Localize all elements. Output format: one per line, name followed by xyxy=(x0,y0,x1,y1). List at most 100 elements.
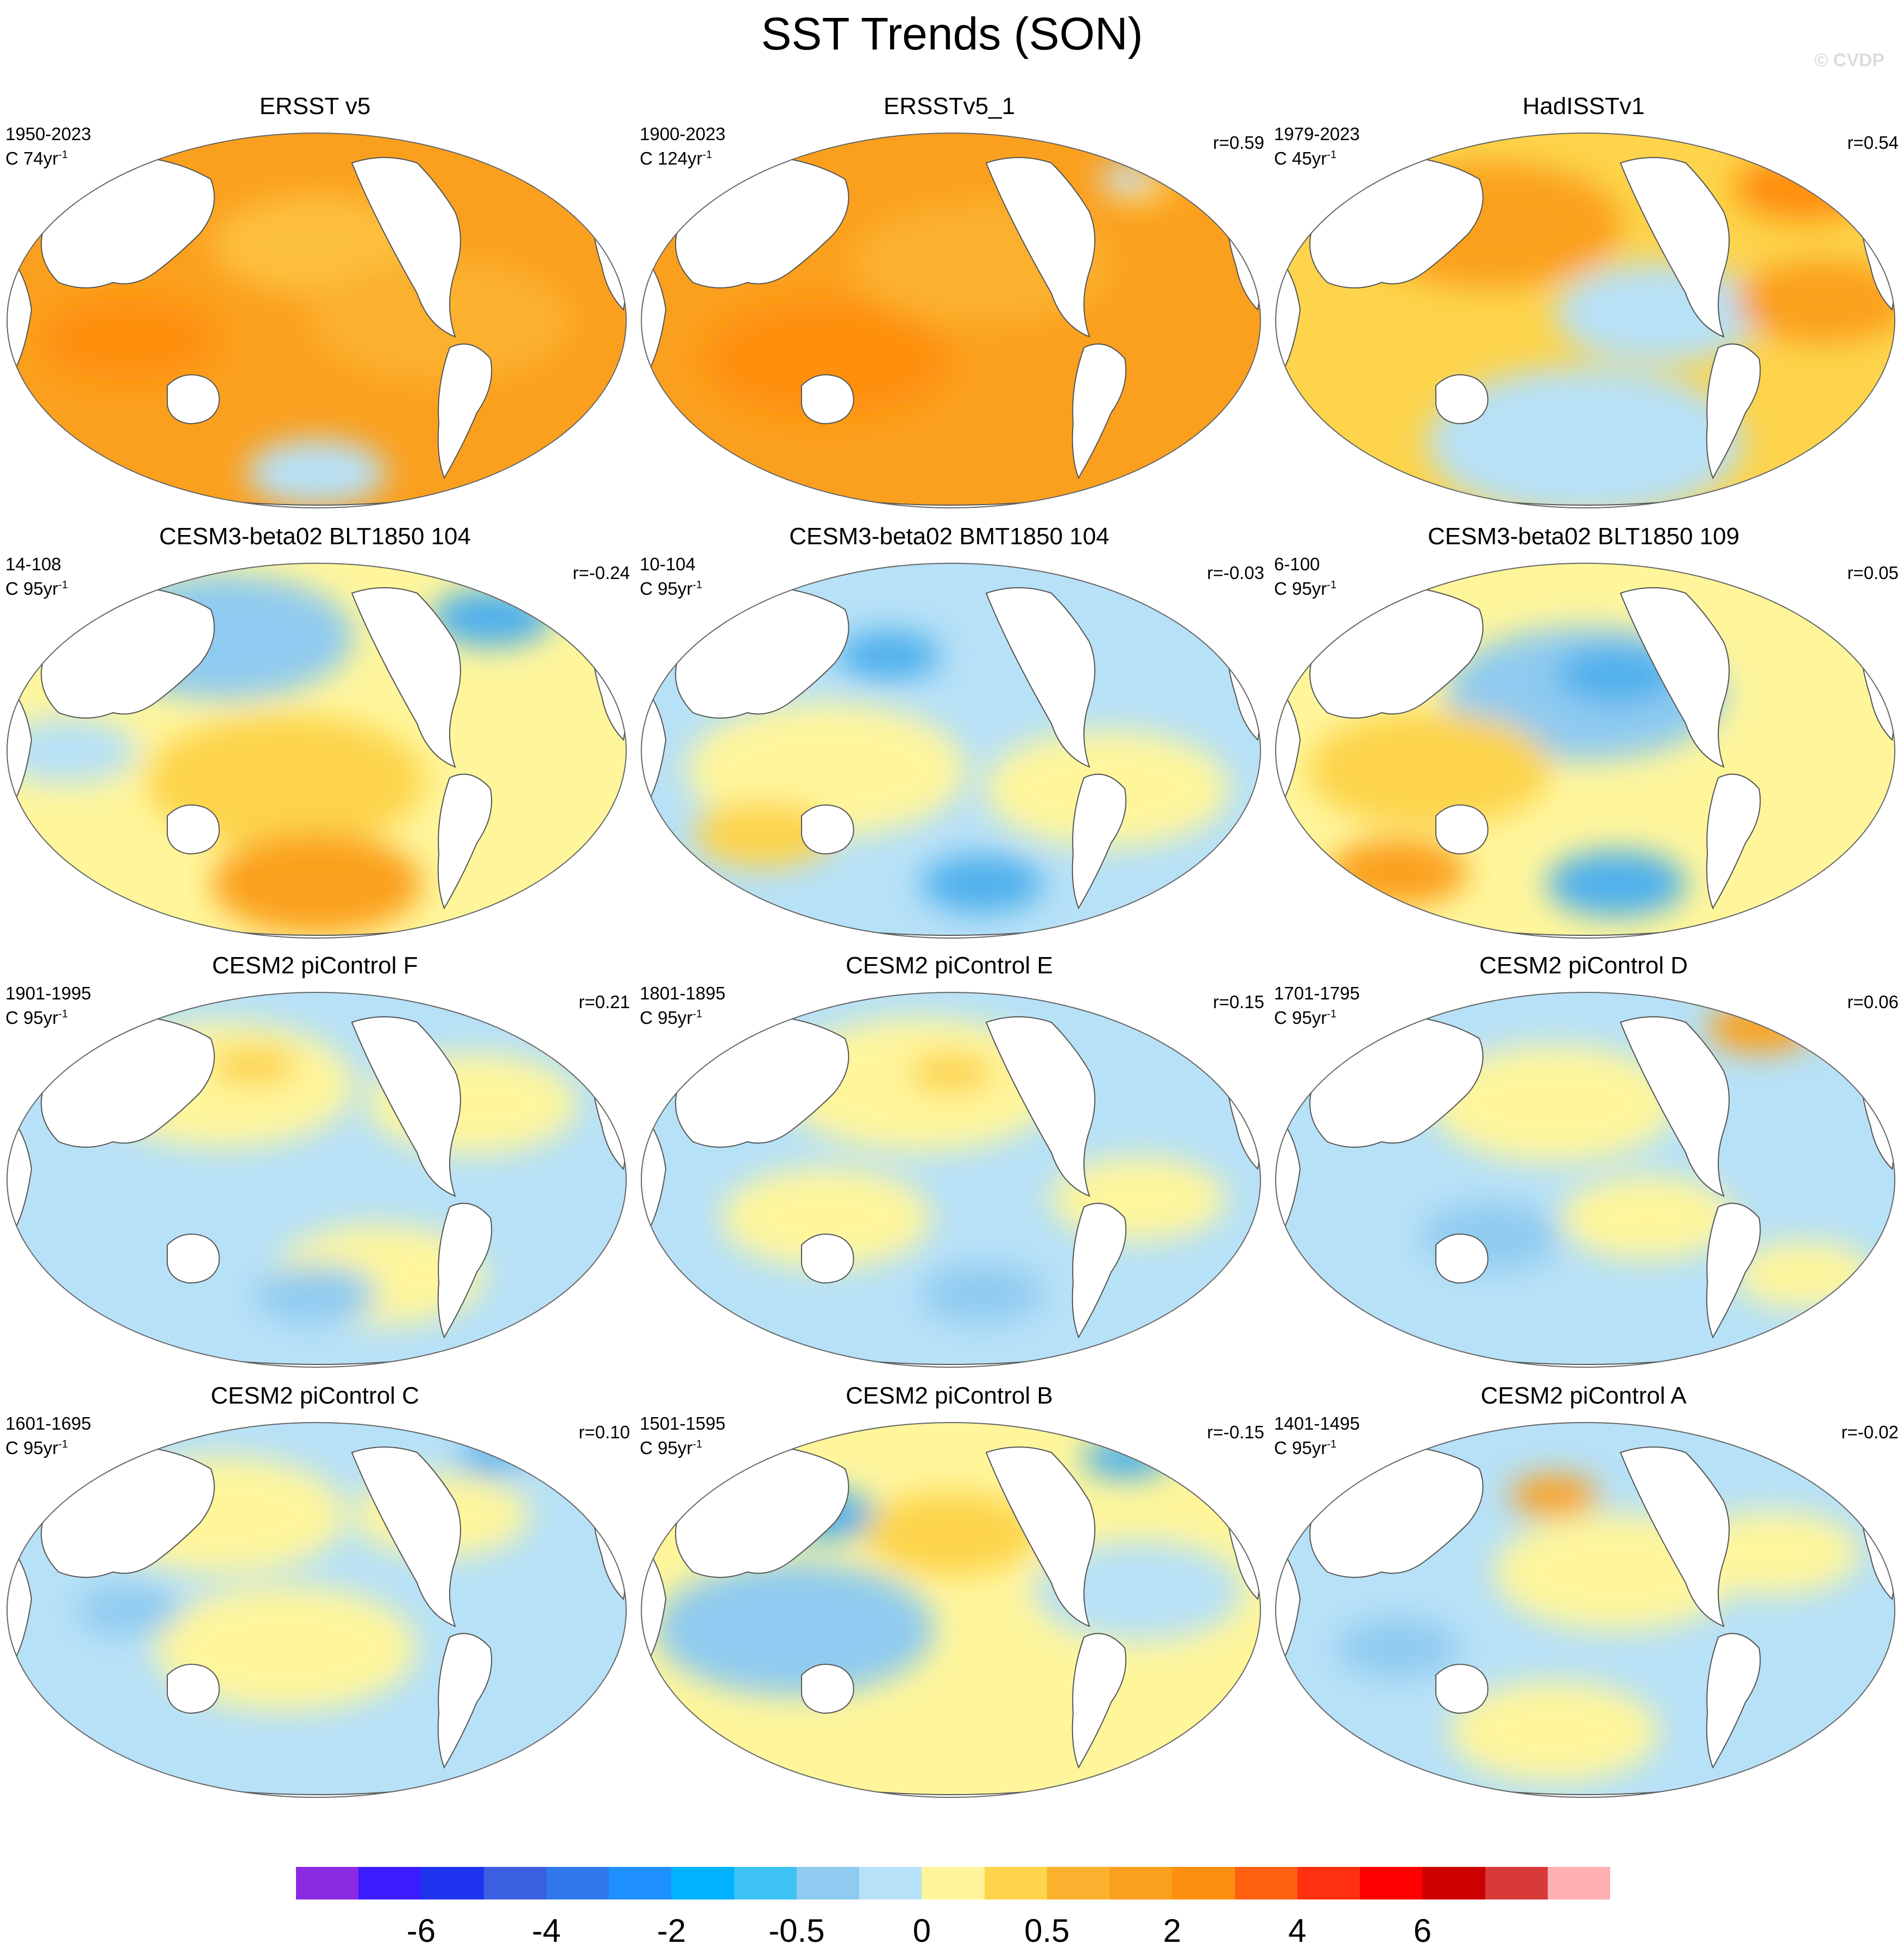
land-north-america xyxy=(351,1446,461,1627)
anomaly-region xyxy=(1707,1002,1813,1053)
anomaly-region xyxy=(907,1052,995,1094)
map-panel: CESM2 piControl D 1701-1795 C 95yr-1 r=0.06 xyxy=(1269,952,1899,1370)
anomaly-region xyxy=(921,1265,1044,1323)
panel-units: C 95yr-1 xyxy=(1274,575,1336,599)
figure-title: SST Trends (SON) xyxy=(761,8,1143,59)
anomaly-region xyxy=(145,714,426,848)
land-south-america xyxy=(437,343,493,480)
panel-period: 1601-1695 xyxy=(5,1413,91,1433)
colorbar-swatch xyxy=(1422,1867,1486,1899)
map-panel: CESM2 piControl F 1901-1995 C 95yr-1 r=0.21 xyxy=(0,952,630,1370)
land-north-america xyxy=(985,1016,1095,1197)
panel-units: C 95yr-1 xyxy=(640,1004,702,1028)
sst-map xyxy=(7,563,627,939)
land-australia xyxy=(167,804,220,855)
land-north-america xyxy=(1619,1446,1730,1627)
land-north-america xyxy=(1619,157,1730,338)
panel-units-exponent: -1 xyxy=(58,1438,68,1450)
panel-correlation: r=0.10 xyxy=(578,1422,631,1442)
land-north-america xyxy=(1619,1016,1730,1197)
panel-correlation: r=-0.03 xyxy=(1207,563,1264,583)
anomaly-region xyxy=(247,439,387,506)
anomaly-region xyxy=(721,1167,931,1268)
land-south-america xyxy=(1071,1203,1127,1339)
land-australia xyxy=(167,374,220,425)
land-south-america xyxy=(1706,343,1761,480)
panel-correlation: r=-0.02 xyxy=(1841,1422,1899,1442)
map-outline xyxy=(7,1422,627,1798)
colorbar-swatch xyxy=(734,1867,797,1899)
colorbar-tick-label: -0.5 xyxy=(768,1913,825,1949)
panel-title: CESM2 piControl F xyxy=(212,952,418,979)
map-panel: CESM3-beta02 BLT1850 104 14-108 C 95yr-1 r=… xyxy=(0,523,630,941)
anomaly-region xyxy=(1449,1681,1659,1782)
panel-title: CESM2 piControl E xyxy=(846,952,1053,979)
land-australia xyxy=(167,1664,220,1714)
panel-units-base: C 95yr xyxy=(640,1438,693,1458)
sst-map xyxy=(641,1422,1261,1798)
colorbar-swatch xyxy=(1485,1867,1548,1899)
anomaly-region xyxy=(654,1562,935,1696)
map-panel: ERSST v5 1950-2023 C 74yr-1 xyxy=(0,92,630,511)
land-australia xyxy=(801,374,854,425)
anomaly-region xyxy=(255,1265,378,1323)
land-australia xyxy=(801,804,854,855)
panel-units: C 95yr-1 xyxy=(5,1004,68,1028)
panel-title: CESM3-beta02 BMT1850 104 xyxy=(789,523,1109,550)
sst-map xyxy=(641,563,1261,939)
anomaly-region xyxy=(210,1045,298,1087)
colorbar-swatch xyxy=(1297,1867,1360,1899)
panel-period: 1950-2023 xyxy=(5,124,91,144)
land-south-america xyxy=(1071,773,1127,910)
land-australia xyxy=(1435,804,1489,855)
sst-map xyxy=(1275,133,1895,508)
panel-period: 1401-1495 xyxy=(1274,1413,1360,1433)
anomaly-region xyxy=(1546,850,1687,917)
sst-map xyxy=(641,133,1261,508)
land-north-america xyxy=(351,157,461,338)
map-outline xyxy=(641,563,1261,939)
map-outline xyxy=(1275,1422,1895,1798)
panel-units-exponent: -1 xyxy=(58,149,68,161)
map-outline xyxy=(7,992,627,1368)
anomaly-region xyxy=(1555,645,1678,704)
panel-units-exponent: -1 xyxy=(58,579,68,591)
panel-period: 1801-1895 xyxy=(640,983,726,1003)
map-outline xyxy=(641,992,1261,1368)
colorbar-tick-label: 4 xyxy=(1288,1913,1307,1949)
panel-units-base: C 124yr xyxy=(640,148,703,168)
panel-units-base: C 95yr xyxy=(5,578,59,599)
map-outline xyxy=(7,133,627,508)
anomaly-region xyxy=(1735,260,1895,343)
anomaly-region xyxy=(693,801,834,868)
panel-units-exponent: -1 xyxy=(692,1438,702,1450)
anomaly-region xyxy=(863,1492,1038,1576)
panel-units-base: C 95yr xyxy=(1274,1008,1327,1028)
land-australia xyxy=(801,1664,854,1714)
colorbar-tick-label: -6 xyxy=(406,1913,436,1949)
map-outline xyxy=(1275,133,1895,508)
panel-title: HadISSTv1 xyxy=(1522,93,1645,119)
panel-period: 6-100 xyxy=(1274,554,1320,574)
panel-title: ERSSTv5_1 xyxy=(883,93,1016,119)
copyright-watermark: © CVDP xyxy=(1814,50,1884,71)
panel-units-base: C 95yr xyxy=(640,1008,693,1028)
sst-map xyxy=(1275,992,1895,1368)
colorbar-swatch xyxy=(296,1867,359,1899)
anomaly-region xyxy=(1560,1176,1735,1260)
map-panel: HadISSTv1 1979-2023 C 45yr-1 r=0.54 xyxy=(1269,92,1899,511)
panel-units-exponent: -1 xyxy=(1327,579,1336,591)
panel-units: C 95yr-1 xyxy=(640,575,702,599)
panel-units-base: C 74yr xyxy=(5,148,59,168)
land-north-america xyxy=(985,1446,1095,1627)
colorbar-tick-label: 0.5 xyxy=(1024,1913,1070,1949)
anomaly-region xyxy=(42,298,217,381)
map-outline xyxy=(641,133,1261,508)
panel-title: CESM3-beta02 BLT1850 104 xyxy=(159,523,471,550)
colorbar-swatch xyxy=(1172,1867,1235,1899)
panel-title: CESM2 piControl B xyxy=(846,1382,1053,1409)
panel-units-exponent: -1 xyxy=(692,579,702,591)
colorbar-swatch xyxy=(796,1867,860,1899)
panel-title: CESM3-beta02 BLT1850 109 xyxy=(1428,523,1739,550)
panel-title: CESM2 piControl D xyxy=(1479,952,1688,979)
